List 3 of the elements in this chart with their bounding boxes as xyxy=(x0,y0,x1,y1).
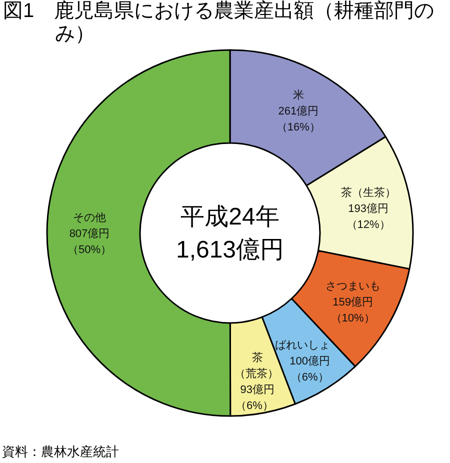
text: 平成24年1,613億円 xyxy=(176,204,284,264)
text: 資料：農林水産統計 xyxy=(2,443,119,461)
chart-title: 図1 鹿児島県における農業産出額（耕種部門のみ） xyxy=(2,0,436,46)
